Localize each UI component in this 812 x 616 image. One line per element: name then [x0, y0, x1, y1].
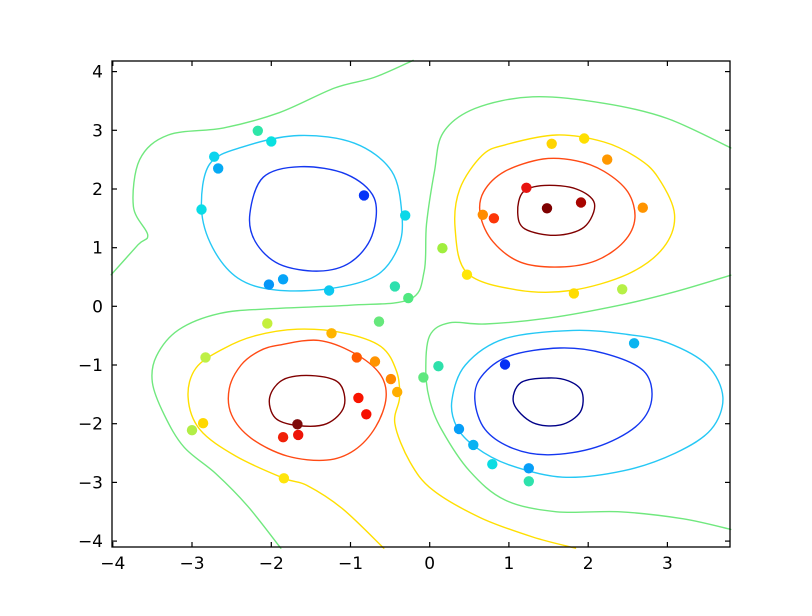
contour-line-cyan-loop-lower-right	[450, 329, 724, 479]
contour-line-blue-loop-upper-left	[248, 165, 378, 272]
scatter-point	[266, 136, 277, 147]
scatter-point	[262, 318, 273, 329]
scatter-point	[277, 432, 289, 443]
scatter-point	[499, 359, 511, 370]
x-tick-label: 1	[503, 554, 514, 574]
y-tick-label: 1	[92, 239, 103, 259]
scatter-point	[523, 476, 534, 487]
scatter-point	[361, 409, 372, 420]
contour-line-darkred-loop-upper-right	[516, 184, 596, 237]
scatter-point	[392, 386, 403, 398]
scatter-point	[521, 182, 532, 193]
x-tick-label: −1	[338, 554, 363, 574]
contour-line-zero-meander-upper-right-to-bottom-left	[151, 95, 732, 549]
scatter-point	[373, 316, 385, 327]
scatter-point	[263, 279, 275, 290]
scatter-point	[477, 209, 488, 220]
scatter-point	[400, 210, 411, 221]
scatter-point	[637, 202, 648, 213]
scatter-point	[437, 243, 448, 254]
contour-line-darkred-loop-lower-left	[268, 374, 346, 427]
scatter-point	[418, 372, 429, 383]
scatter-point	[200, 352, 211, 363]
scatter-point	[579, 133, 590, 144]
y-tick-label: 2	[92, 180, 103, 200]
contour-line-zero-meander-upper-left	[110, 59, 414, 276]
x-tick-label: 3	[662, 554, 673, 574]
scatter-point	[461, 269, 473, 280]
scatter-point	[252, 125, 263, 136]
y-tick-label: −4	[78, 532, 103, 552]
scatter-point	[213, 163, 224, 174]
scatter-point	[617, 284, 628, 295]
scatter-point	[323, 285, 335, 296]
scatter-point	[433, 361, 444, 372]
scatter-point	[488, 213, 500, 224]
contour-line-yellow-curve-lower-left	[187, 328, 577, 549]
scatter-point	[277, 274, 289, 285]
scatter-point	[453, 423, 465, 435]
contour-line-zero-meander-right-to-bottom-right	[425, 274, 732, 531]
y-tick-label: −3	[78, 473, 103, 493]
scatter-point	[602, 154, 613, 165]
scatter-point	[278, 473, 290, 484]
scatter-point	[546, 138, 557, 149]
scatter-point	[186, 425, 198, 436]
scatter-point	[575, 197, 587, 208]
x-tick-label: −3	[179, 554, 204, 574]
y-tick-label: 3	[92, 121, 103, 141]
scatter-point	[197, 418, 209, 429]
plot-frame	[111, 60, 731, 548]
y-tick-label: −1	[78, 356, 103, 376]
scatter-point	[292, 419, 303, 430]
scatter-point	[487, 459, 498, 470]
contour-line-cyan-loop-upper-left	[200, 134, 404, 292]
y-tick-label: 0	[92, 297, 103, 317]
scatter-point	[523, 463, 534, 474]
contour-line-blue-loop-lower-right	[474, 347, 653, 456]
x-tick-label: −4	[100, 554, 125, 574]
scatter-point	[353, 392, 364, 404]
scatter-point	[389, 281, 401, 292]
contour-line-orange-loop-upper-right	[478, 157, 636, 268]
scatter-point	[628, 338, 640, 349]
scatter-point	[326, 328, 337, 339]
scatter-point	[293, 429, 304, 441]
contour-line-navy-loop-lower-right	[512, 377, 584, 427]
scatter-point	[468, 439, 479, 451]
scatter-point	[403, 292, 414, 304]
scatter-point	[541, 203, 553, 214]
scatter-point	[385, 373, 397, 385]
y-tick-label: −2	[78, 415, 103, 435]
x-tick-label: −2	[259, 554, 284, 574]
scatter-point	[369, 356, 381, 367]
scatter-point	[358, 190, 370, 201]
scatter-point	[568, 288, 580, 299]
x-tick-label: 2	[583, 554, 594, 574]
scatter-point	[209, 151, 220, 162]
scatter-point	[196, 204, 207, 215]
contour-line-orange-loop-lower-left	[227, 339, 387, 462]
x-tick-label: 0	[424, 554, 435, 574]
y-tick-label: 4	[92, 63, 103, 83]
scatter-point	[351, 352, 362, 363]
